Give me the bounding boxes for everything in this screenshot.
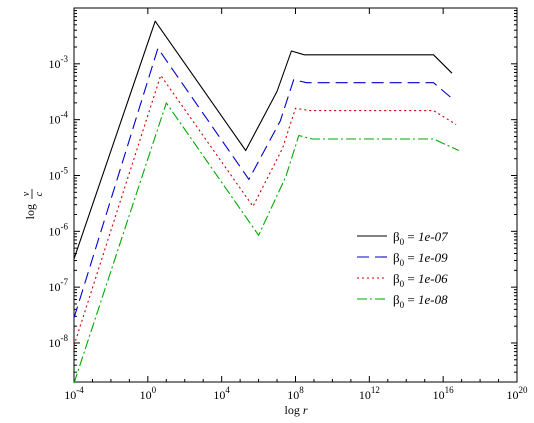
legend-value: 1e-07	[418, 229, 448, 244]
legend-value: 1e-06	[418, 271, 448, 286]
y-tick-exp: -7	[61, 277, 69, 287]
y-tick-label: 10-5	[49, 165, 69, 182]
y-tick-base: 10	[49, 57, 61, 71]
y-tick-exp: -3	[61, 54, 69, 64]
x-tick-base: 10	[64, 388, 76, 402]
x-tick-label: 1020	[507, 385, 529, 402]
legend-equals: =	[404, 250, 418, 265]
y-tick-base: 10	[49, 168, 61, 182]
legend-equals: =	[404, 271, 418, 286]
svg-text:log: log	[23, 204, 37, 219]
x-tick-exp: 16	[445, 385, 455, 395]
y-tick-exp: -8	[61, 333, 69, 343]
y-tick-exp: -5	[61, 165, 69, 175]
x-tick-base: 10	[359, 388, 371, 402]
svg-text:c: c	[34, 191, 45, 196]
series-line-3	[73, 74, 457, 346]
x-tick-exp: 8	[299, 385, 304, 395]
y-tick-label: 10-7	[49, 277, 69, 294]
legend-symbol: β	[393, 292, 400, 307]
x-tick-label: 108	[287, 385, 304, 402]
x-tick-label: 10-4	[64, 385, 84, 402]
x-tick-label: 1016	[433, 385, 455, 402]
legend-value: 1e-08	[418, 292, 448, 307]
legend-label: β0 = 1e-07	[393, 229, 448, 247]
legend-subscript: 0	[400, 258, 405, 268]
y-tick-base: 10	[49, 280, 61, 294]
x-tick-base: 10	[287, 388, 299, 402]
y-tick-exp: -6	[61, 221, 69, 231]
legend-subscript: 0	[400, 279, 405, 289]
x-tick-base: 10	[433, 388, 445, 402]
series-line-4	[73, 102, 460, 384]
legend-subscript: 0	[400, 237, 405, 247]
y-tick-base: 10	[49, 224, 61, 238]
y-axis-label: log v c	[21, 189, 45, 219]
series-layer	[73, 20, 460, 384]
legend-symbol: β	[393, 271, 400, 286]
y-tick-label: 10-4	[49, 110, 69, 127]
legend-label: β0 = 1e-09	[393, 250, 448, 268]
y-tick-label: 10-3	[49, 54, 69, 71]
svg-text:v: v	[21, 191, 32, 196]
x-tick-exp: -4	[76, 385, 84, 395]
legend-label: β0 = 1e-08	[393, 292, 448, 310]
x-tick-exp: 12	[371, 385, 380, 395]
axis-ticks: 10-4 100 104 108 1012 1016 102010-810-710-610-…	[49, 8, 529, 402]
x-tick-label: 1012	[359, 385, 380, 402]
y-tick-label: 10-8	[49, 333, 69, 350]
series-line-1	[73, 20, 453, 260]
x-axis-label: log r	[284, 403, 307, 417]
x-tick-base: 10	[213, 388, 225, 402]
legend-subscript: 0	[400, 300, 405, 310]
x-tick-label: 100	[140, 385, 157, 402]
legend-symbol: β	[393, 250, 400, 265]
x-tick-label: 104	[213, 385, 230, 402]
x-tick-exp: 0	[152, 385, 157, 395]
y-tick-base: 10	[49, 336, 61, 350]
legend-equals: =	[404, 292, 418, 307]
x-tick-exp: 20	[519, 385, 529, 395]
legend-symbol: β	[393, 229, 400, 244]
y-tick-exp: -4	[61, 110, 69, 120]
legend-label: β0 = 1e-06	[393, 271, 448, 289]
legend-equals: =	[404, 229, 418, 244]
x-tick-base: 10	[140, 388, 152, 402]
series-line-2	[73, 47, 453, 319]
x-tick-exp: 4	[225, 385, 230, 395]
y-tick-label: 10-6	[49, 221, 69, 238]
legend-value: 1e-09	[418, 250, 448, 265]
y-tick-base: 10	[49, 113, 61, 127]
x-tick-base: 10	[507, 388, 519, 402]
